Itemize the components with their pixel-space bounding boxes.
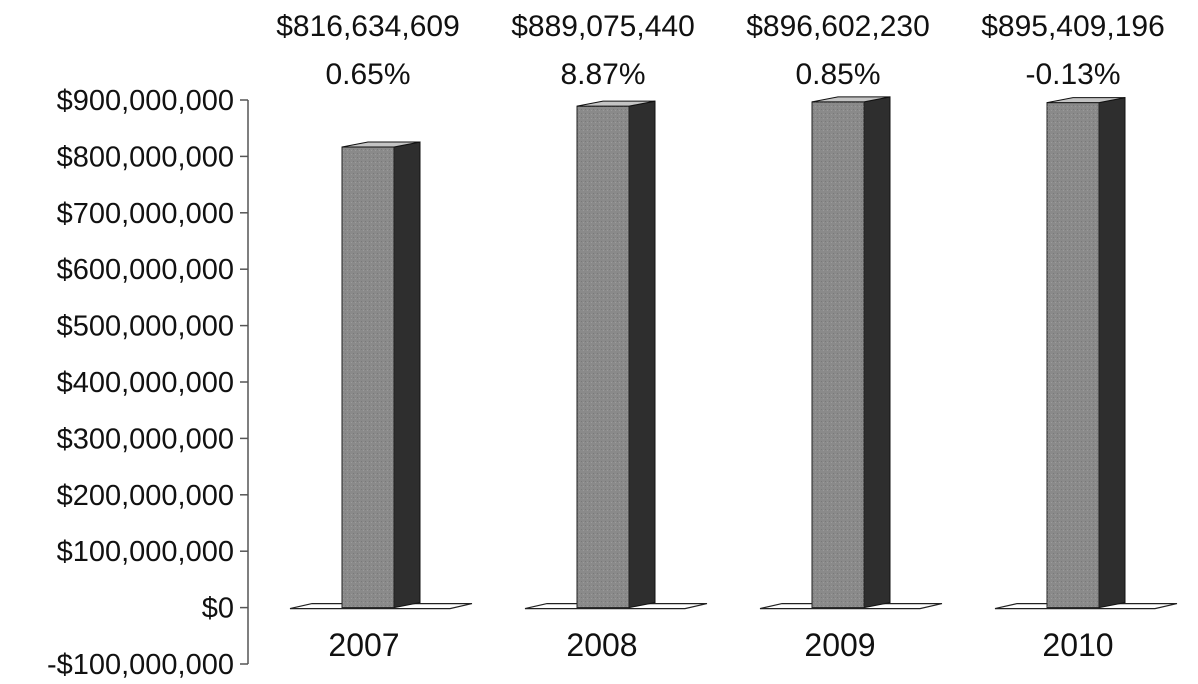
- y-tick-label: $600,000,000: [57, 254, 234, 286]
- bar-top: [811, 96, 891, 103]
- bar-texture: [577, 106, 629, 608]
- y-tick-label: $200,000,000: [57, 480, 234, 512]
- bar-texture: [812, 101, 864, 608]
- percent-label: -0.13%: [1025, 58, 1120, 91]
- value-label: $889,075,440: [511, 10, 695, 43]
- x-tick-label: 2008: [566, 627, 637, 663]
- bar-top: [1046, 97, 1126, 104]
- y-tick-label: $700,000,000: [57, 198, 234, 230]
- bar-side: [1098, 96, 1126, 609]
- bar-side: [628, 100, 656, 609]
- y-tick-label: $400,000,000: [57, 367, 234, 399]
- percent-label: 8.87%: [560, 58, 645, 91]
- y-tick-label: $500,000,000: [57, 311, 234, 343]
- x-tick-label: 2007: [328, 627, 399, 663]
- percent-label: 0.65%: [325, 58, 410, 91]
- floor-plates: [289, 602, 1178, 610]
- bar-texture: [1047, 102, 1099, 608]
- y-tick-label: -$100,000,000: [47, 649, 234, 681]
- y-tick-label: $800,000,000: [57, 141, 234, 173]
- percent-label: 0.85%: [795, 58, 880, 91]
- y-tick-label: $300,000,000: [57, 423, 234, 455]
- bar-texture: [342, 147, 394, 608]
- x-tick-label: 2009: [804, 627, 875, 663]
- bar-top: [341, 141, 421, 148]
- bar-labels: $816,634,609 0.65% 2007 $889,075,440 8.87% 20…: [276, 10, 1165, 663]
- y-axis: $900,000,000 $800,000,000 $700,000,000 $600…: [47, 85, 249, 681]
- bar-side: [393, 141, 421, 609]
- bar-top: [576, 100, 656, 107]
- x-tick-label: 2010: [1042, 627, 1113, 663]
- value-label: $896,602,230: [746, 10, 930, 43]
- value-label: $895,409,196: [981, 10, 1165, 43]
- value-label: $816,634,609: [276, 10, 460, 43]
- y-tick-label: $100,000,000: [57, 536, 234, 568]
- y-tick-label: $900,000,000: [57, 85, 234, 117]
- bar-side: [863, 96, 891, 609]
- y-tick-label: $0: [202, 593, 234, 625]
- bars: [341, 96, 1126, 609]
